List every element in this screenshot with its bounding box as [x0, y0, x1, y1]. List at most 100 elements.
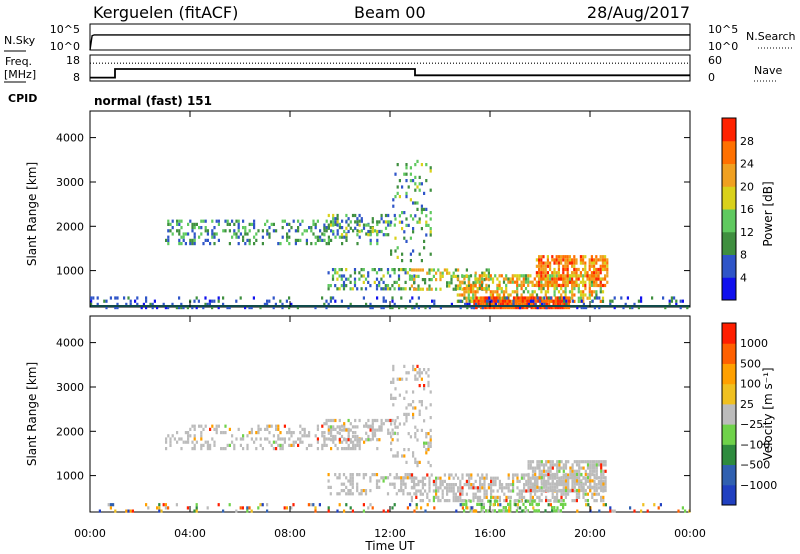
velocity-cell [476, 473, 479, 477]
velocity-cell [589, 472, 592, 477]
power-cell [571, 283, 574, 288]
power-cell [136, 302, 139, 306]
power-cell [329, 296, 332, 300]
ytick-label: 1000 [56, 265, 84, 278]
velocity-cell [402, 489, 405, 493]
velocity-cell [613, 509, 616, 513]
velocity-cell [415, 483, 418, 487]
velocity-cell [523, 486, 526, 490]
power-cell [413, 281, 416, 285]
velocity-cell [382, 476, 385, 480]
power-cell [496, 277, 499, 281]
power-cell [489, 274, 492, 278]
power-cell [601, 264, 604, 268]
power-cell [323, 223, 326, 227]
power-cell [571, 280, 574, 284]
power-cell [332, 217, 335, 221]
power-cell [562, 290, 565, 294]
velocity-cell [425, 432, 428, 436]
power-cell [217, 299, 220, 303]
velocity-cell [593, 482, 596, 486]
velocity-cell [125, 509, 128, 513]
power-cell [369, 226, 372, 230]
velocity-cell [586, 499, 589, 503]
power-cell [588, 274, 591, 278]
velocity-cell [425, 435, 428, 439]
power-cell [579, 296, 583, 300]
power-cell [490, 302, 494, 306]
velocity-cell [505, 486, 508, 490]
velocity-cell [571, 476, 574, 480]
power-cell [584, 267, 587, 272]
power-cell [560, 293, 563, 297]
power-colorbar-swatch [722, 277, 736, 301]
velocity-cell [586, 463, 590, 467]
power-cell [575, 280, 578, 284]
power-cell [544, 267, 547, 272]
velocity-cell [204, 440, 207, 444]
power-cell [499, 306, 502, 310]
velocity-cell [427, 460, 430, 464]
power-cell [506, 302, 509, 306]
velocity-cell [392, 454, 395, 458]
velocity-cell [180, 447, 183, 451]
power-cell [513, 280, 517, 284]
velocity-colorbar-swatch [722, 464, 736, 486]
velocity-cell [432, 499, 435, 503]
power-cell [517, 299, 520, 303]
power-cell [575, 277, 578, 281]
power-cell [398, 214, 401, 218]
power-cell [538, 255, 541, 259]
cpid-label: CPID [8, 92, 37, 105]
velocity-cell [602, 479, 605, 483]
velocity-cell [336, 447, 339, 451]
velocity-cell [193, 509, 196, 513]
velocity-cell [567, 489, 570, 493]
power-cell [367, 271, 370, 275]
power-cell [490, 306, 494, 310]
power-cell [573, 255, 576, 259]
velocity-cell [420, 506, 423, 510]
velocity-cell [340, 489, 343, 493]
power-cell [550, 306, 553, 310]
power-cell [522, 277, 525, 281]
velocity-cell [369, 476, 372, 480]
power-cell [369, 284, 372, 288]
velocity-cell [376, 418, 379, 423]
power-cell [235, 219, 238, 223]
power-cell [281, 302, 284, 306]
power-cell [568, 290, 572, 294]
power-cell [349, 226, 352, 230]
velocity-cell [189, 434, 192, 438]
power-cell [542, 287, 545, 291]
velocity-cell [435, 495, 438, 499]
power-cell [482, 302, 485, 306]
velocity-cell [409, 403, 412, 407]
velocity-cell [310, 503, 313, 507]
power-cell [374, 229, 377, 233]
power-cell [604, 264, 607, 268]
velocity-cell [297, 443, 300, 447]
power-cell [555, 258, 558, 262]
velocity-colorbar-tick: 1000 [740, 337, 768, 350]
velocity-cell [593, 485, 596, 489]
power-cell [213, 242, 216, 246]
velocity-cell [412, 400, 415, 404]
velocity-cell [299, 424, 302, 428]
velocity-cell [233, 447, 236, 451]
power-cell [387, 223, 390, 227]
velocity-cell [591, 479, 594, 483]
velocity-cell [427, 441, 430, 445]
velocity-cell [321, 431, 324, 435]
velocity-cell [481, 476, 484, 480]
power-cell [549, 280, 552, 284]
velocity-cell [415, 476, 418, 480]
velocity-cell [518, 499, 521, 503]
power-cell [481, 271, 484, 275]
freq-line [90, 68, 690, 79]
power-cell [343, 235, 346, 239]
power-cell [566, 264, 569, 268]
power-cell [204, 219, 207, 223]
velocity-cell [384, 418, 388, 423]
power-cell [520, 287, 523, 291]
